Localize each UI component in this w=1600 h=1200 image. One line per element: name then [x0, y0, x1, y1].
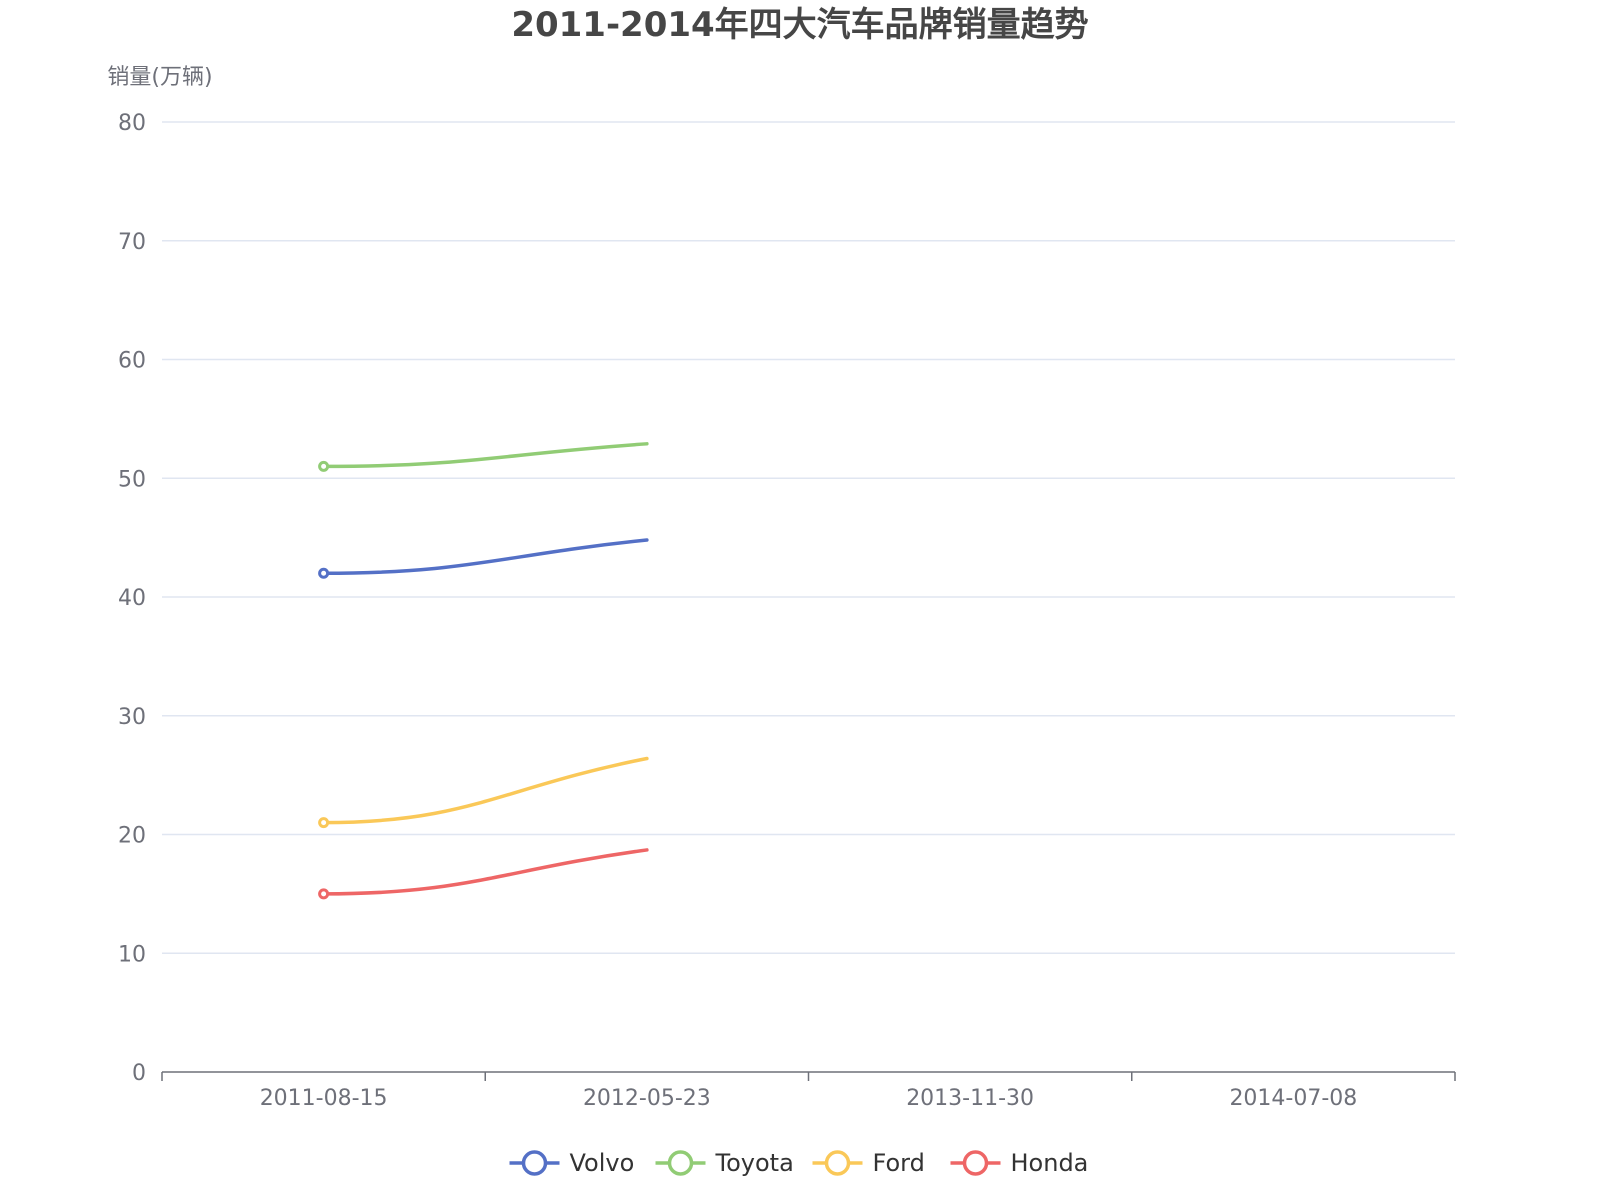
y-tick-label: 0: [132, 1061, 146, 1086]
legend-label-ford: Ford: [873, 1149, 925, 1177]
y-tick-label: 60: [118, 349, 146, 374]
legend-marker-honda: [962, 1150, 989, 1176]
data-point-volvo: [318, 567, 330, 579]
legend-marker-volvo: [521, 1150, 548, 1176]
series-lines: [318, 442, 649, 900]
x-axis: 2011-08-15 2012-05-23 2013-11-30 2014-07-08: [161, 1071, 1456, 1111]
y-tick-label: 80: [118, 111, 146, 136]
y-tick-label: 40: [118, 586, 146, 611]
data-point-honda: [318, 888, 330, 900]
data-point-ford: [318, 817, 330, 829]
legend-marker-toyota: [667, 1150, 694, 1176]
legend: Volvo Toyota Ford Honda: [509, 1149, 1089, 1177]
legend-item-ford: Ford: [812, 1149, 925, 1177]
y-tick-label: 30: [118, 705, 146, 730]
legend-item-toyota: Toyota: [655, 1149, 794, 1177]
grid-lines: [162, 121, 1455, 954]
y-tick-label: 50: [118, 467, 146, 492]
x-tick-label: 2011-08-15: [260, 1086, 388, 1111]
y-axis-ticks: 0 10 20 30 40 50 60 70 80: [118, 111, 146, 1086]
series-line-toyota: [321, 442, 649, 469]
legend-item-volvo: Volvo: [509, 1149, 635, 1177]
chart-title: 2011-2014年四大汽车品牌销量趋势: [511, 5, 1088, 45]
legend-label-volvo: Volvo: [570, 1149, 635, 1177]
x-tick-label: 2012-05-23: [583, 1086, 711, 1111]
x-tick-label: 2014-07-08: [1229, 1086, 1357, 1111]
y-tick-label: 70: [118, 230, 146, 255]
y-tick-label: 10: [118, 942, 146, 967]
legend-label-honda: Honda: [1011, 1149, 1089, 1177]
data-point-toyota: [318, 460, 330, 472]
legend-marker-ford: [824, 1150, 851, 1176]
legend-label-toyota: Toyota: [715, 1149, 794, 1177]
y-tick-label: 20: [118, 824, 146, 849]
y-axis-label: 销量(万辆): [107, 65, 212, 90]
series-line-volvo: [321, 538, 649, 575]
x-tick-label: 2013-11-30: [906, 1086, 1034, 1111]
legend-item-honda: Honda: [950, 1149, 1089, 1177]
series-line-ford: [321, 756, 649, 825]
series-line-honda: [321, 848, 649, 896]
